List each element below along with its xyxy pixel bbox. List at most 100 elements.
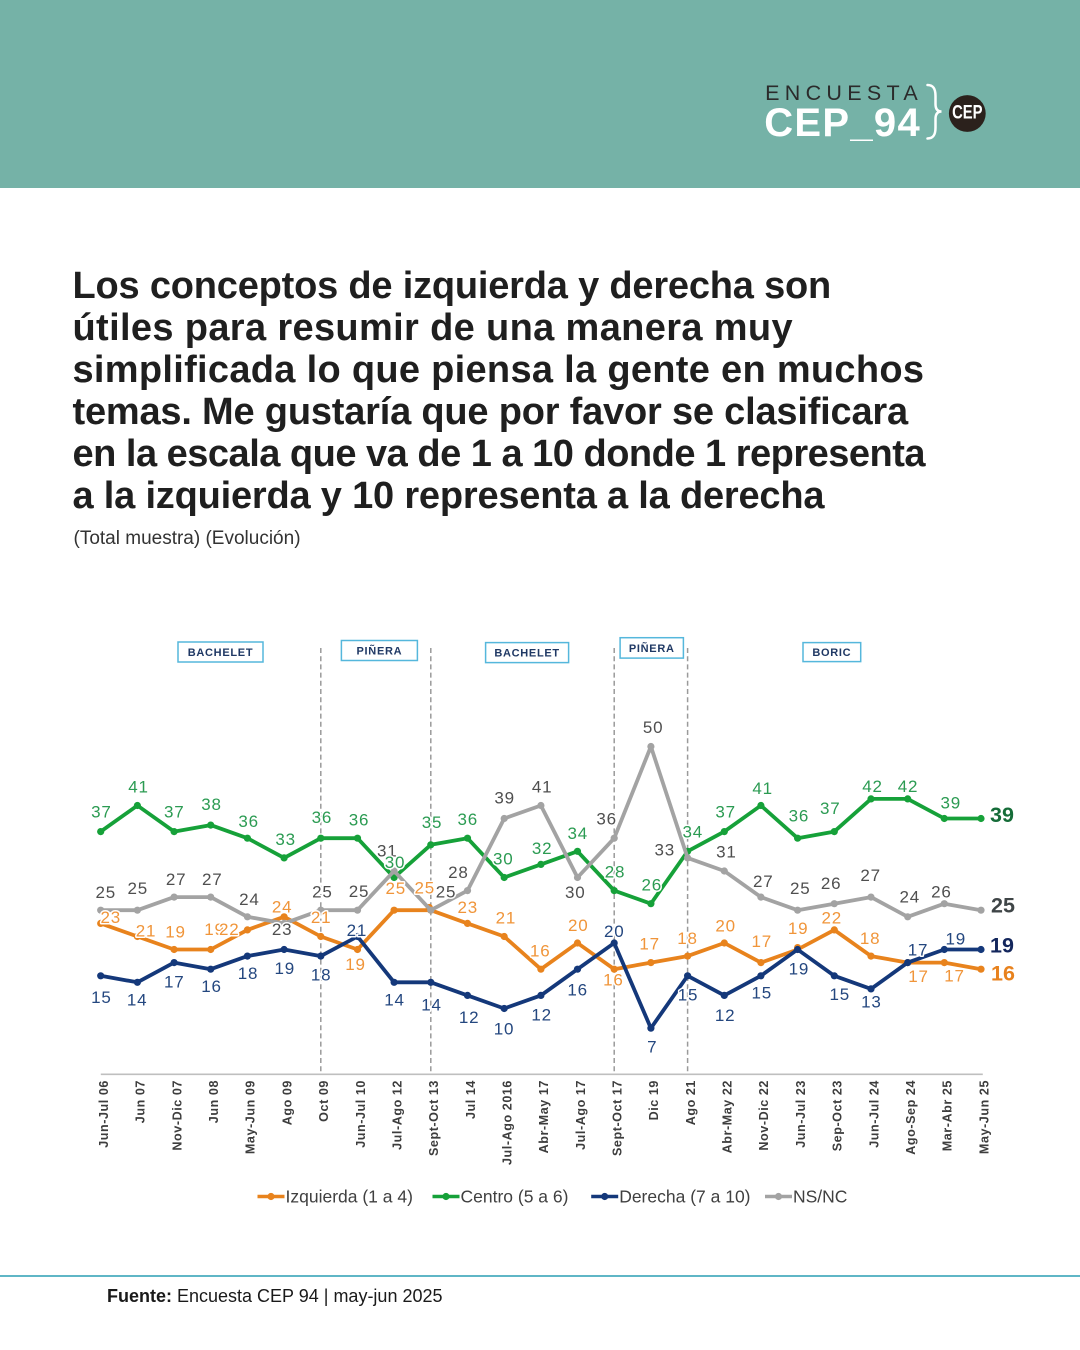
svg-text:27: 27: [202, 870, 223, 889]
svg-text:Derecha (7 a 10): Derecha (7 a 10): [619, 1187, 750, 1207]
svg-text:14: 14: [421, 995, 442, 1014]
svg-text:25: 25: [349, 882, 370, 901]
svg-text:Ago 09: Ago 09: [280, 1080, 294, 1125]
svg-text:PIÑERA: PIÑERA: [629, 642, 675, 655]
svg-text:15: 15: [829, 985, 850, 1004]
svg-text:BACHELET: BACHELET: [188, 647, 254, 659]
svg-text:16: 16: [991, 962, 1015, 986]
svg-text:Sep-Oct 23: Sep-Oct 23: [831, 1080, 845, 1151]
svg-text:37: 37: [164, 803, 185, 822]
svg-text:41: 41: [532, 778, 553, 797]
svg-text:16: 16: [201, 977, 222, 996]
svg-text:37: 37: [715, 802, 736, 821]
svg-text:23: 23: [101, 908, 122, 927]
svg-text:25: 25: [312, 882, 333, 901]
svg-text:19: 19: [275, 959, 296, 978]
svg-text:12: 12: [715, 1006, 736, 1025]
svg-text:24: 24: [239, 890, 260, 909]
svg-text:May-Jun 25: May-Jun 25: [977, 1080, 991, 1154]
svg-text:21: 21: [136, 922, 157, 941]
svg-text:Mar-Abr 25: Mar-Abr 25: [941, 1080, 955, 1151]
svg-text:25: 25: [127, 879, 148, 898]
svg-text:Jun-Jul 06: Jun-Jul 06: [97, 1080, 111, 1148]
svg-text:30: 30: [493, 850, 514, 869]
svg-text:17: 17: [908, 967, 929, 986]
svg-text:37: 37: [91, 803, 112, 822]
svg-text:CEP: CEP: [952, 102, 982, 123]
svg-text:20: 20: [568, 916, 589, 935]
svg-text:21: 21: [311, 908, 332, 927]
svg-text:34: 34: [683, 822, 704, 841]
svg-text:18: 18: [677, 929, 698, 948]
svg-text:42: 42: [898, 777, 919, 796]
svg-text:17: 17: [752, 932, 773, 951]
svg-text:19: 19: [788, 919, 809, 938]
svg-text:Jun-Jul 10: Jun-Jul 10: [354, 1080, 368, 1148]
svg-text:Centro (5 a 6): Centro (5 a 6): [461, 1187, 569, 1207]
svg-text:24: 24: [272, 897, 293, 916]
svg-text:19: 19: [990, 934, 1014, 958]
svg-text:26: 26: [931, 882, 952, 901]
svg-text:15: 15: [752, 984, 773, 1003]
svg-text:ENCUESTA: ENCUESTA: [765, 81, 923, 105]
svg-text:36: 36: [349, 811, 370, 830]
svg-text:PIÑERA: PIÑERA: [357, 645, 403, 658]
svg-text:22: 22: [821, 908, 842, 927]
svg-text:BACHELET: BACHELET: [494, 648, 560, 660]
svg-text:42: 42: [862, 777, 883, 796]
svg-text:36: 36: [789, 806, 810, 825]
svg-text:Jul-Ago 2016: Jul-Ago 2016: [501, 1080, 515, 1165]
svg-text:Jun 07: Jun 07: [134, 1080, 148, 1123]
svg-text:17: 17: [639, 935, 660, 954]
svg-text:27: 27: [166, 870, 187, 889]
svg-text:Dic 19: Dic 19: [647, 1080, 661, 1120]
svg-text:Izquierda (1 a 4): Izquierda (1 a 4): [286, 1187, 413, 1207]
svg-text:Sept-Oct 13: Sept-Oct 13: [427, 1080, 441, 1156]
svg-text:30: 30: [385, 853, 406, 872]
svg-text:Jun-Jul 23: Jun-Jul 23: [794, 1080, 808, 1148]
svg-text:CEP_94: CEP_94: [764, 101, 921, 145]
svg-text:Jun 08: Jun 08: [207, 1080, 221, 1123]
svg-text:Jul-Ago 17: Jul-Ago 17: [574, 1080, 588, 1150]
svg-text:41: 41: [752, 779, 773, 798]
svg-text:25: 25: [386, 879, 407, 898]
svg-text:BORIC: BORIC: [812, 647, 851, 659]
svg-text:Jul 14: Jul 14: [464, 1080, 478, 1119]
svg-text:15: 15: [678, 985, 699, 1004]
svg-text:10: 10: [494, 1020, 515, 1039]
svg-text:24: 24: [899, 887, 920, 906]
svg-text:Ago-Sep 24: Ago-Sep 24: [904, 1080, 918, 1155]
svg-text:50: 50: [643, 718, 664, 737]
svg-text:31: 31: [716, 843, 737, 862]
svg-text:18: 18: [860, 929, 881, 948]
svg-text:18: 18: [311, 966, 332, 985]
svg-text:Nov-Dic 22: Nov-Dic 22: [757, 1080, 771, 1151]
svg-text:21: 21: [496, 909, 517, 928]
svg-text:15: 15: [91, 988, 112, 1007]
svg-text:26: 26: [821, 874, 842, 893]
svg-text:14: 14: [384, 991, 405, 1010]
svg-text:Nov-Dic 07: Nov-Dic 07: [170, 1080, 184, 1151]
svg-text:41: 41: [128, 778, 149, 797]
svg-text:17: 17: [908, 941, 929, 960]
svg-text:28: 28: [448, 863, 469, 882]
svg-text:23: 23: [272, 920, 293, 939]
svg-text:23: 23: [458, 898, 479, 917]
svg-text:19: 19: [204, 920, 225, 939]
svg-text:27: 27: [753, 872, 774, 891]
svg-text:Ago 21: Ago 21: [684, 1080, 698, 1125]
svg-text:Sept-Oct 17: Sept-Oct 17: [611, 1080, 625, 1156]
svg-text:36: 36: [238, 812, 259, 831]
svg-text:39: 39: [990, 803, 1014, 827]
svg-text:13: 13: [861, 992, 882, 1011]
svg-text:20: 20: [604, 922, 625, 941]
svg-text:35: 35: [422, 813, 443, 832]
svg-text:39: 39: [941, 793, 962, 812]
svg-text:36: 36: [312, 808, 333, 827]
svg-text:36: 36: [458, 810, 479, 829]
svg-text:Oct 09: Oct 09: [317, 1080, 331, 1122]
svg-text:33: 33: [275, 830, 296, 849]
svg-text:7: 7: [647, 1037, 657, 1056]
svg-text:17: 17: [164, 972, 185, 991]
svg-text:Abr-May 22: Abr-May 22: [721, 1080, 735, 1153]
